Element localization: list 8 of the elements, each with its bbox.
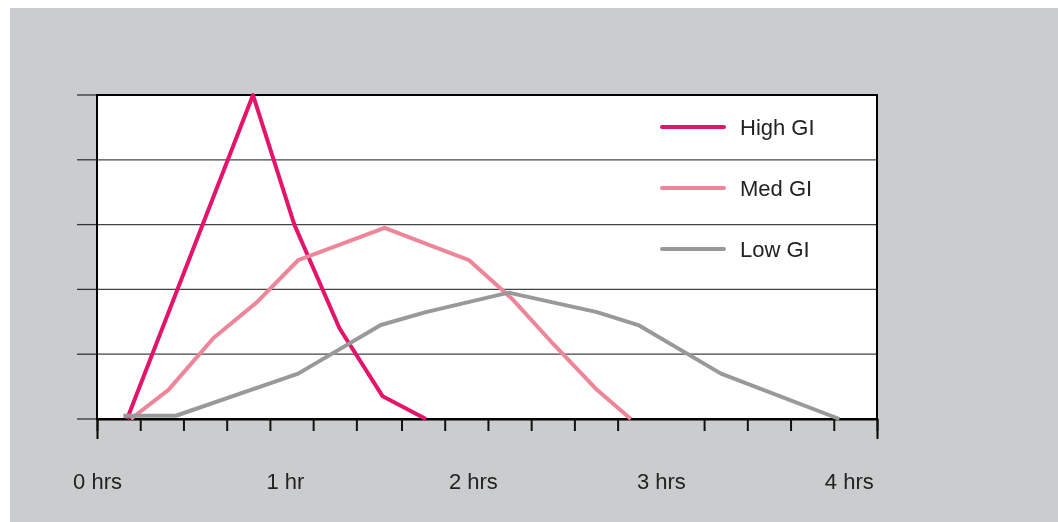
x-tick-label: 4 hrs (824, 468, 874, 494)
x-tick-label: 2 hrs (448, 468, 498, 494)
legend-label: Med GI (740, 175, 813, 201)
legend-label: Low GI (740, 236, 810, 262)
x-tick-label: 0 hrs (73, 468, 122, 494)
x-tick-label: 1 hr (266, 468, 305, 494)
legend-label: High GI (740, 114, 815, 140)
x-tick-label: 3 hrs (636, 468, 686, 494)
